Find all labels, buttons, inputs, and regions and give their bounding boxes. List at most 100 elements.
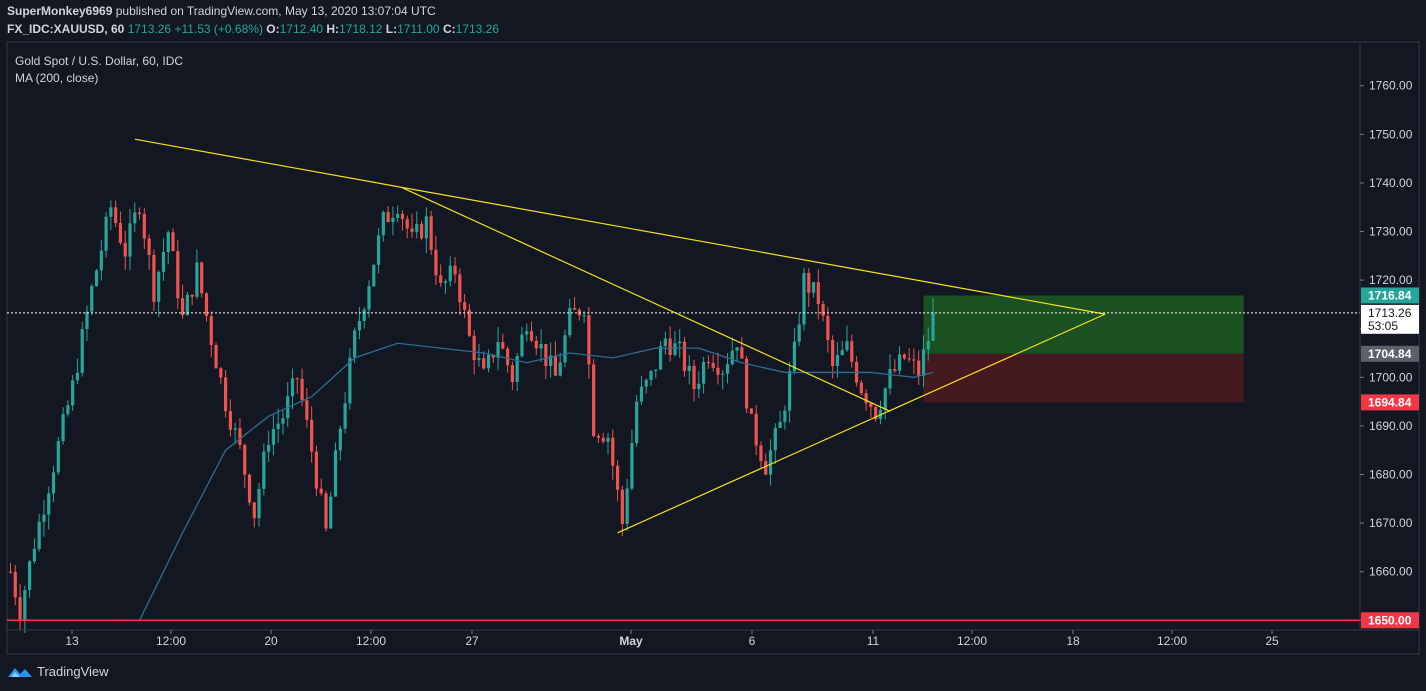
candle[interactable]: [185, 292, 189, 316]
candle[interactable]: [118, 211, 123, 245]
candle[interactable]: [735, 347, 739, 363]
candle[interactable]: [99, 240, 103, 281]
trendline[interactable]: [402, 187, 891, 412]
candle[interactable]: [802, 267, 806, 331]
candle[interactable]: [859, 380, 863, 396]
candle[interactable]: [343, 391, 347, 434]
candle[interactable]: [71, 374, 75, 411]
candle[interactable]: [639, 375, 644, 405]
candle[interactable]: [362, 307, 366, 329]
candle[interactable]: [625, 478, 629, 531]
time-axis[interactable]: 13 12:00 20 12:00 27 May 6 11 12:00 18 12:00 25: [65, 630, 1279, 648]
candle[interactable]: [267, 430, 271, 462]
candle[interactable]: [310, 406, 314, 463]
candle[interactable]: [314, 445, 319, 496]
candle[interactable]: [376, 228, 381, 274]
candle[interactable]: [166, 230, 170, 265]
candle[interactable]: [907, 348, 911, 363]
candle[interactable]: [759, 441, 763, 469]
candle[interactable]: [912, 348, 916, 375]
candle[interactable]: [47, 486, 51, 530]
candle[interactable]: [615, 460, 620, 502]
candle[interactable]: [214, 342, 218, 369]
candle[interactable]: [768, 439, 773, 486]
candle[interactable]: [286, 382, 290, 427]
candle[interactable]: [448, 256, 452, 287]
candle[interactable]: [630, 429, 634, 491]
candle[interactable]: [419, 220, 424, 241]
candle[interactable]: [305, 388, 309, 428]
candle[interactable]: [66, 400, 70, 417]
candle[interactable]: [80, 321, 84, 377]
candle[interactable]: [228, 399, 232, 437]
candle[interactable]: [271, 415, 275, 456]
candle[interactable]: [477, 343, 481, 368]
candle[interactable]: [482, 351, 486, 370]
trendline[interactable]: [134, 138, 1106, 315]
candle[interactable]: [319, 478, 323, 496]
candle[interactable]: [42, 499, 46, 537]
candle[interactable]: [204, 292, 209, 322]
candle[interactable]: [458, 268, 462, 316]
candle[interactable]: [558, 352, 562, 377]
author-name[interactable]: SuperMonkey6969: [7, 4, 113, 18]
candle[interactable]: [37, 514, 41, 552]
candle[interactable]: [702, 356, 706, 394]
candle[interactable]: [252, 501, 256, 528]
position-zones[interactable]: [923, 295, 1244, 403]
candle[interactable]: [123, 230, 127, 270]
candle[interactable]: [109, 200, 113, 230]
candle[interactable]: [501, 333, 505, 350]
candle[interactable]: [257, 483, 261, 527]
candle[interactable]: [563, 329, 567, 368]
candle[interactable]: [94, 268, 99, 287]
candle[interactable]: [142, 207, 146, 250]
candle[interactable]: [429, 210, 433, 255]
candle[interactable]: [897, 346, 902, 375]
candle[interactable]: [783, 405, 787, 430]
candle[interactable]: [467, 303, 471, 338]
candle[interactable]: [663, 331, 667, 355]
candle[interactable]: [635, 395, 639, 447]
candle[interactable]: [926, 327, 930, 361]
candle[interactable]: [28, 560, 32, 598]
candle[interactable]: [778, 410, 782, 429]
candle[interactable]: [697, 371, 701, 399]
candle[interactable]: [405, 215, 409, 239]
candle[interactable]: [721, 369, 725, 390]
candle[interactable]: [515, 352, 519, 392]
candle[interactable]: [137, 207, 142, 220]
candle[interactable]: [749, 408, 753, 415]
candle[interactable]: [386, 206, 390, 223]
candle[interactable]: [367, 279, 371, 318]
candle[interactable]: [224, 370, 228, 418]
trendlines[interactable]: [134, 138, 1106, 534]
candle[interactable]: [673, 331, 677, 357]
candle[interactable]: [32, 538, 36, 564]
candle[interactable]: [878, 400, 883, 425]
candle[interactable]: [56, 436, 60, 475]
candle[interactable]: [171, 228, 175, 252]
candle[interactable]: [788, 361, 792, 423]
candle[interactable]: [152, 249, 156, 311]
candle[interactable]: [329, 491, 333, 529]
candle[interactable]: [200, 261, 204, 298]
candle[interactable]: [921, 335, 926, 388]
candle[interactable]: [190, 294, 194, 306]
candle[interactable]: [592, 358, 596, 438]
target-zone[interactable]: [923, 295, 1244, 354]
candle[interactable]: [219, 366, 223, 384]
candle[interactable]: [128, 208, 132, 270]
candle[interactable]: [463, 294, 467, 319]
candle[interactable]: [396, 205, 400, 223]
candle[interactable]: [764, 453, 768, 476]
candle[interactable]: [821, 300, 825, 322]
candle[interactable]: [692, 359, 696, 402]
candle[interactable]: [730, 337, 734, 366]
candle[interactable]: [424, 207, 428, 254]
candle[interactable]: [826, 307, 830, 353]
candle[interactable]: [90, 284, 94, 316]
candle[interactable]: [75, 358, 80, 385]
candle[interactable]: [506, 346, 510, 373]
candle[interactable]: [549, 342, 553, 378]
